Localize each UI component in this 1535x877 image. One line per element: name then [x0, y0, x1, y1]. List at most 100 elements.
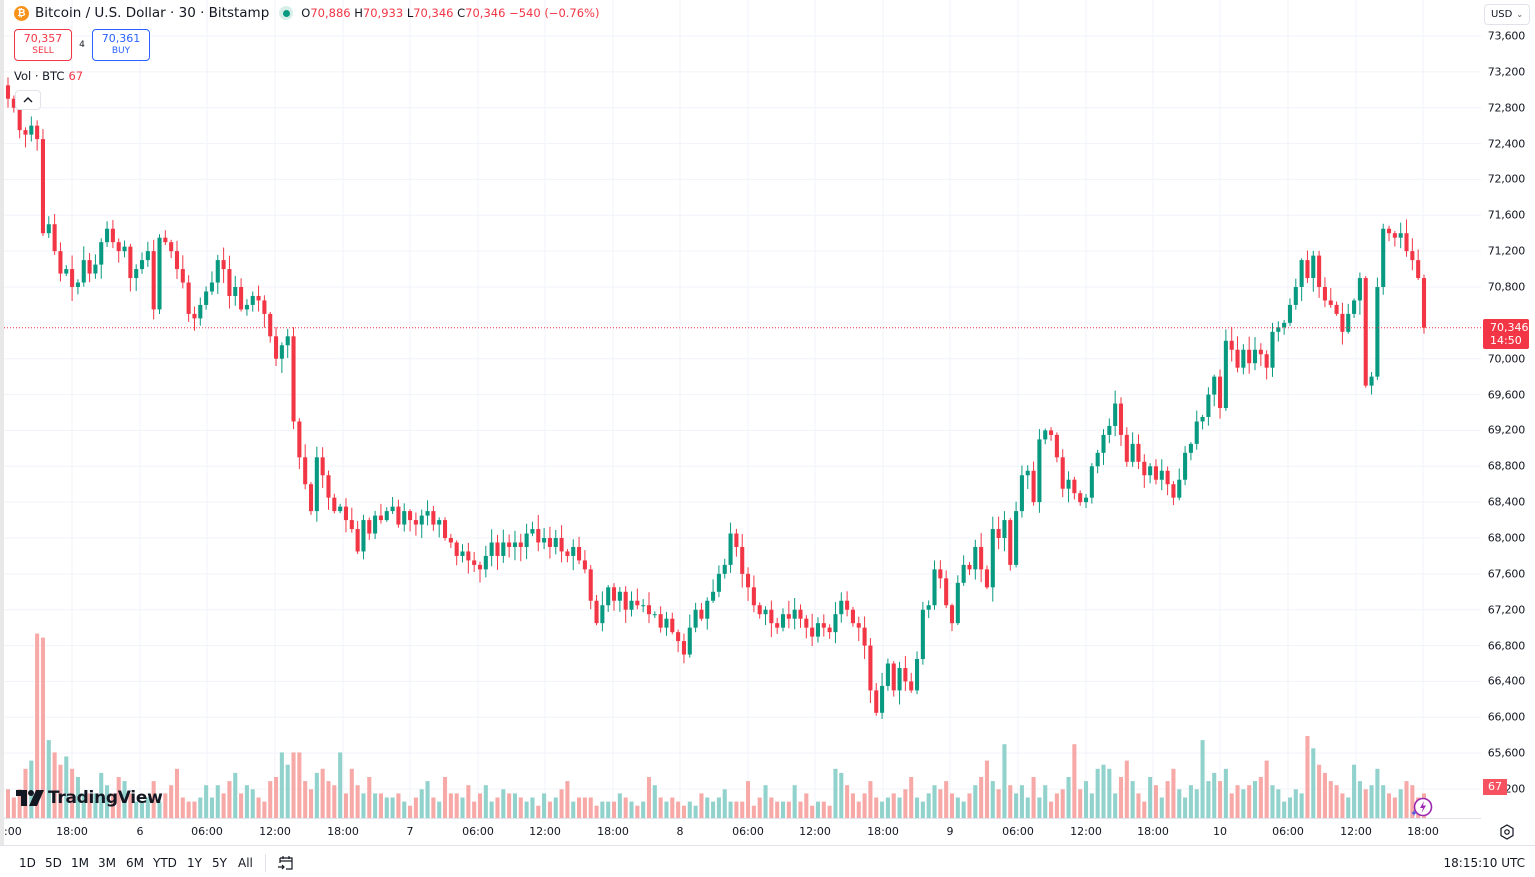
tradingview-logo[interactable]: TradingView — [16, 788, 163, 808]
price-tick-label: 71,600 — [1487, 208, 1525, 222]
price-tick-label: 66,000 — [1487, 710, 1525, 724]
price-tick-label: 72,800 — [1487, 101, 1525, 115]
time-tick-label: :00 — [4, 825, 22, 838]
low-key: L — [406, 6, 414, 20]
time-tick-label: 18:00 — [1137, 825, 1169, 838]
price-tick-label: 69,600 — [1487, 388, 1525, 402]
time-tick-label: 06:00 — [732, 825, 764, 838]
bitcoin-icon: ₿ — [14, 5, 29, 21]
volume-legend[interactable]: Vol · BTC 67 — [14, 69, 83, 83]
left-edge-strip — [0, 0, 4, 845]
utc-clock[interactable]: 18:15:10 UTC — [1443, 856, 1526, 870]
range-5d-button[interactable]: 5D — [45, 856, 62, 870]
bottom-toolbar: 1D 5D 1M 3M 6M YTD 1Y 5Y All 18:15:10 UT… — [0, 845, 1535, 877]
price-tick-label: 71,200 — [1487, 244, 1525, 258]
price-tick-label: 68,000 — [1487, 531, 1525, 545]
currency-value: USD — [1490, 9, 1513, 20]
time-tick-label: 06:00 — [1272, 825, 1304, 838]
time-tick-label: 6 — [136, 825, 144, 838]
price-tick-label: 73,200 — [1487, 65, 1525, 79]
price-tick-label: 65,600 — [1487, 746, 1525, 760]
price-tick-label: 72,400 — [1487, 137, 1525, 151]
go-to-date-button[interactable] — [276, 853, 296, 873]
bar-countdown: 14:50 — [1490, 334, 1522, 347]
price-tick-label: 69,200 — [1487, 423, 1525, 437]
currency-select[interactable]: USD ⌄ — [1484, 4, 1530, 25]
time-tick-label: 12:00 — [799, 825, 831, 838]
time-tick-label: 9 — [946, 825, 954, 838]
chart-plot-area[interactable] — [4, 0, 1481, 818]
range-5y-button[interactable]: 5Y — [212, 856, 227, 870]
time-tick-label: 8 — [676, 825, 684, 838]
range-1y-button[interactable]: 1Y — [187, 856, 202, 870]
last-price-value: 70,346 — [1490, 321, 1529, 334]
open-value: 70,886 — [310, 6, 351, 20]
price-axis[interactable]: 73,600 73,200 72,800 72,400 72,000 71,600 71,2… — [1481, 0, 1535, 818]
time-tick-label: 18:00 — [597, 825, 629, 838]
chevron-down-icon: ⌄ — [1516, 10, 1524, 19]
price-tick-label: 73,600 — [1487, 29, 1525, 43]
time-tick-label: 12:00 — [1070, 825, 1102, 838]
settings-hexagon-icon — [1500, 824, 1514, 840]
tradingview-mark-icon — [16, 790, 44, 806]
price-tick-label: 68,400 — [1487, 495, 1525, 509]
time-tick-label: 06:00 — [462, 825, 494, 838]
range-1d-button[interactable]: 1D — [19, 856, 36, 870]
sell-button[interactable]: 70,357 SELL — [14, 29, 72, 61]
volume-legend-value: 67 — [68, 69, 84, 83]
range-3m-button[interactable]: 3M — [98, 856, 116, 870]
axis-settings-button[interactable] — [1498, 823, 1516, 841]
symbol-legend: ₿ Bitcoin / U.S. Dollar · 30 · Bitstamp … — [14, 5, 599, 21]
toolbar-divider — [265, 854, 266, 872]
time-tick-label: 10 — [1213, 825, 1227, 838]
volume-badge: 67 — [1483, 779, 1507, 795]
candlestick-chart[interactable] — [4, 0, 1481, 818]
calendar-goto-icon — [278, 856, 293, 870]
symbol-title[interactable]: Bitcoin / U.S. Dollar · 30 · Bitstamp — [35, 5, 270, 21]
high-value: 70,933 — [362, 6, 404, 20]
spread-value: 4 — [79, 40, 85, 50]
price-tick-label: 66,800 — [1487, 639, 1525, 653]
buy-price: 70,361 — [101, 32, 141, 45]
sell-price: 70,357 — [23, 32, 63, 45]
low-value: 70,346 — [413, 6, 454, 20]
close-key: C — [457, 6, 466, 20]
time-tick-label: 7 — [406, 825, 414, 838]
time-tick-label: 18:00 — [867, 825, 899, 838]
time-tick-label: 12:00 — [1340, 825, 1372, 838]
trade-panel: 70,357 SELL 4 70,361 BUY — [14, 29, 150, 61]
price-tick-label: 70,000 — [1487, 352, 1525, 366]
flash-lightning-icon[interactable] — [1411, 796, 1433, 818]
open-key: O — [301, 6, 311, 20]
change-value: −540 (−0.76%) — [509, 6, 600, 20]
price-tick-label: 67,600 — [1487, 567, 1525, 581]
price-tick-label: 67,200 — [1487, 603, 1525, 617]
time-axis[interactable]: :00 18:00 6 06:00 12:00 18:00 7 06:00 12:00 18:00… — [4, 818, 1481, 845]
time-tick-label: 06:00 — [191, 825, 223, 838]
time-tick-label: 12:00 — [259, 825, 291, 838]
tradingview-wordmark: TradingView — [48, 788, 163, 808]
time-tick-label: 18:00 — [1407, 825, 1439, 838]
chevron-up-icon — [23, 97, 33, 103]
last-price-label: 70,346 14:50 — [1483, 319, 1529, 349]
price-tick-label: 66,400 — [1487, 674, 1525, 688]
range-1m-button[interactable]: 1M — [71, 856, 89, 870]
volume-legend-label: Vol · BTC — [14, 69, 65, 83]
price-tick-label: 68,800 — [1487, 459, 1525, 473]
collapse-legend-button[interactable] — [15, 90, 41, 110]
ohlc-values: O70,886 H70,933 L70,346 C70,346 −540 (−0… — [301, 6, 599, 20]
time-tick-label: 06:00 — [1002, 825, 1034, 838]
market-open-icon[interactable] — [279, 6, 294, 20]
sell-label: SELL — [32, 46, 54, 56]
time-tick-label: 12:00 — [529, 825, 561, 838]
time-tick-label: 18:00 — [56, 825, 88, 838]
price-tick-label: 70,800 — [1487, 280, 1525, 294]
range-all-button[interactable]: All — [238, 856, 253, 870]
buy-button[interactable]: 70,361 BUY — [92, 29, 150, 61]
range-6m-button[interactable]: 6M — [126, 856, 144, 870]
close-value: 70,346 — [465, 6, 506, 20]
price-tick-label: 72,000 — [1487, 172, 1525, 186]
buy-label: BUY — [111, 46, 131, 56]
range-ytd-button[interactable]: YTD — [153, 856, 177, 870]
